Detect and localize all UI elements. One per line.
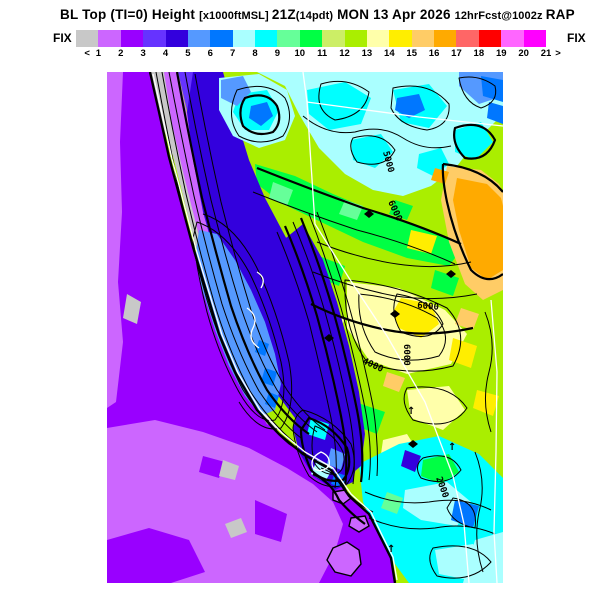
white-ring-socal — [311, 451, 330, 472]
colorbar-swatch-6 — [210, 30, 233, 47]
ca-nv-border — [302, 71, 470, 584]
colorbar-tick-10: 10 — [294, 48, 306, 59]
colorbar-tick-<: < — [84, 48, 90, 59]
state-borders — [152, 71, 504, 584]
colorbar-swatch-13 — [366, 30, 390, 47]
colorbar-swatch-19 — [501, 30, 524, 47]
plot-title-segment-1: [x1000ftMSL] — [199, 10, 272, 22]
colorbar-swatch-7 — [232, 30, 255, 47]
colorbar-tick-18: 18 — [473, 48, 485, 59]
colorbar-tick-4: 4 — [162, 48, 169, 59]
colorbar-swatch-5 — [187, 30, 211, 47]
arrow-marker-2: ↑ — [407, 406, 415, 417]
colorbar-tick-14: 14 — [384, 48, 395, 59]
white-contour-coast2 — [256, 271, 264, 289]
colorbar-swatch-0 — [76, 30, 99, 47]
contour-label-3: 6000 — [401, 344, 411, 366]
colorbar-tick-2: 2 — [118, 48, 124, 59]
colorbar-swatch-8 — [255, 30, 278, 47]
colorbar-swatch-20 — [523, 30, 546, 47]
colorbar-tick-12: 12 — [339, 48, 350, 59]
plot-title-segment-6: RAP — [545, 7, 575, 22]
colorbar-tick-15: 15 — [406, 48, 417, 59]
colorbar-swatch-11 — [322, 30, 345, 47]
plot-title-segment-0: BL Top (TI=0) Height — [60, 7, 200, 22]
plot-title-segment-5: 12hrFcst@1002z — [454, 10, 546, 22]
colorbar-tick-13: 13 — [361, 48, 373, 59]
colorbar-tick-1: 1 — [95, 48, 102, 59]
colorbar-swatch-3 — [143, 30, 166, 47]
colorbar-tick-5: 5 — [185, 48, 191, 59]
colorbar-tick-19: 19 — [495, 48, 507, 59]
colorbar-tick-9: 9 — [274, 48, 281, 59]
colorbar-tick-3: 3 — [140, 48, 146, 59]
colorbar-swatch-12 — [344, 30, 367, 47]
or-border-42n — [306, 101, 504, 127]
contour-label-2: 6000 — [417, 301, 439, 313]
plot-title-segment-4: MON 13 Apr 2026 — [333, 7, 455, 22]
colorbar-tick-16: 16 — [428, 48, 440, 59]
extrema-markers — [324, 210, 456, 448]
colorbar-tick-8: 8 — [252, 48, 258, 59]
colorbar-swatch-4 — [165, 30, 188, 47]
map-canvas: 5000 6000 6000 6000 4000 2000 ↑ ↑ ↑ — [107, 71, 504, 584]
colorbar-swatch-1 — [98, 30, 121, 47]
colorbar-swatch-17 — [456, 30, 479, 47]
colorbar-tick-17: 17 — [451, 48, 462, 59]
colorbar-swatch-16 — [434, 30, 457, 47]
colorbar-swatch-14 — [389, 30, 412, 47]
colorbar-right-label: FIX — [567, 31, 586, 45]
colorbar-tick-7: 7 — [230, 48, 236, 59]
plot-title-segment-2: 21Z — [271, 7, 296, 22]
colorbar-swatches — [76, 30, 546, 47]
colorbar-swatch-15 — [411, 30, 434, 47]
colorbar-swatch-10 — [299, 30, 323, 47]
colorbar-left-label: FIX — [53, 31, 72, 45]
arrow-marker-0: ↑ — [448, 442, 456, 453]
colorbar-ticks: <1 2 3 4 5 6 7 8 9 10 11 12 13 14 15 16 17 18 19 20 21 > — [76, 48, 560, 59]
plot-title: BL Top (TI=0) Height [x1000ftMSL] 21Z(14… — [60, 6, 575, 24]
colorbar-tick-6: 6 — [207, 48, 213, 59]
colorbar-tick->: > — [555, 48, 561, 59]
colorbar-tick-11: 11 — [317, 48, 328, 59]
arrow-marker-1: ↑ — [387, 544, 395, 555]
east-border — [490, 299, 498, 584]
colorbar-swatch-2 — [120, 30, 144, 47]
colorbar-tick-21: 21 — [540, 48, 552, 59]
colorbar-tick-20: 20 — [518, 48, 529, 59]
colorbar-swatch-18 — [478, 30, 502, 47]
white-contour-coast — [246, 307, 260, 349]
coastline-white — [152, 73, 398, 581]
colorbar-swatch-9 — [277, 30, 300, 47]
filled-contour-regions — [107, 72, 503, 583]
plot-title-segment-3: (14pdt) — [295, 10, 334, 22]
